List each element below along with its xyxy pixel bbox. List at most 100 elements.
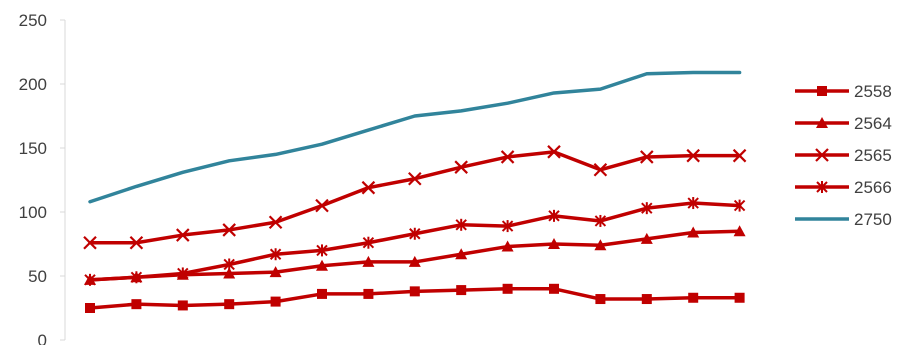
series-2565	[83, 145, 747, 250]
data-point-2566	[84, 273, 96, 286]
data-point-2565	[732, 148, 747, 163]
data-point-2558	[502, 283, 513, 294]
legend-item-2566: 2566	[795, 178, 892, 197]
legend-item-2558: 2558	[795, 82, 892, 101]
data-point-2565	[547, 145, 561, 159]
data-point-2565-stroke-b	[222, 223, 236, 237]
data-point-2564	[316, 259, 328, 271]
data-point-2565-stroke-b	[732, 148, 747, 163]
data-point-2558	[456, 285, 467, 296]
data-point-2565	[500, 150, 515, 164]
data-point-2565-stroke-b	[83, 235, 97, 250]
data-point-2558	[131, 299, 142, 310]
legend-marker	[815, 148, 829, 162]
data-point-2558	[317, 288, 327, 299]
legend-marker	[816, 181, 828, 193]
data-point-2565-stroke-b	[268, 215, 283, 230]
y-tick-label: 50	[28, 267, 47, 286]
data-point-2564	[501, 240, 514, 252]
series-2750	[88, 70, 742, 204]
data-point-2558	[409, 286, 420, 297]
data-point-2558	[85, 303, 95, 313]
data-point-2565	[454, 160, 468, 174]
data-point-2566	[733, 199, 746, 212]
series-2558	[85, 283, 745, 313]
data-point-2558	[549, 283, 559, 294]
data-point-2566	[455, 218, 467, 231]
data-point-2564	[548, 238, 560, 249]
data-point-2565-stroke-b	[500, 150, 515, 164]
data-point-2566	[594, 214, 607, 227]
data-point-2565-stroke-b	[408, 171, 422, 186]
legend-marker	[816, 117, 828, 128]
series-2566	[84, 197, 746, 286]
data-point-2558	[641, 294, 652, 305]
data-point-2565	[222, 223, 236, 237]
data-point-2558	[177, 300, 188, 311]
legend-label: 2565	[854, 146, 892, 165]
data-point-2566	[501, 220, 514, 233]
data-point-2565	[686, 148, 700, 163]
data-point-2558	[270, 296, 281, 307]
data-point-2565	[268, 215, 283, 230]
data-point-2558	[224, 299, 235, 310]
data-point-2566	[130, 271, 143, 284]
data-point-2566	[316, 244, 328, 257]
y-tick-label: 250	[19, 11, 47, 30]
data-point-2565-stroke-b	[361, 180, 376, 195]
data-point-2564	[594, 239, 607, 251]
y-tick-label: 100	[19, 203, 47, 222]
y-tick-label: 0	[38, 331, 47, 345]
legend-item-2564: 2564	[795, 114, 892, 133]
data-point-2564	[269, 266, 282, 278]
data-point-2566	[269, 248, 282, 261]
data-point-2565-stroke-b	[547, 145, 561, 159]
legend-marker-stroke-b	[815, 148, 829, 162]
y-tick-label: 200	[19, 75, 47, 94]
legend: 2558 2564 2565 2566 2750	[795, 82, 892, 229]
data-point-2565	[315, 198, 329, 213]
data-point-2565-stroke-b	[640, 150, 654, 164]
data-point-2558	[734, 292, 745, 303]
axis-layer: 0 50 100 150 200 250	[19, 11, 66, 345]
legend-label: 2566	[854, 178, 892, 197]
data-point-2566	[177, 267, 189, 280]
data-point-2566	[687, 197, 699, 210]
data-point-2564	[733, 225, 746, 237]
data-point-2564	[640, 232, 653, 244]
data-point-2566	[223, 258, 235, 271]
data-point-2566	[409, 227, 421, 240]
legend-label: 2558	[854, 82, 892, 101]
data-point-2564	[455, 248, 468, 260]
data-point-2565-stroke-b	[454, 160, 468, 174]
data-point-2564	[362, 255, 375, 267]
data-point-2558	[688, 292, 699, 303]
data-point-2558	[363, 288, 374, 299]
series-layer	[83, 70, 747, 313]
data-point-2558	[595, 294, 606, 305]
data-point-2565-stroke-b	[129, 235, 144, 250]
data-point-2566	[641, 202, 653, 215]
data-point-2564	[408, 255, 421, 267]
data-point-2565	[361, 180, 376, 195]
legend-marker	[817, 86, 827, 96]
data-point-2566	[548, 209, 560, 222]
data-point-2565-stroke-b	[686, 148, 700, 163]
data-point-2564	[223, 267, 236, 279]
legend-label: 2564	[854, 114, 892, 133]
data-point-2565-stroke-b	[593, 162, 608, 177]
data-point-2565	[176, 228, 190, 242]
data-point-2565	[408, 171, 422, 186]
legend-item-2565: 2565	[795, 146, 892, 165]
series-line-2750	[88, 70, 742, 204]
data-point-2565	[640, 150, 654, 164]
data-point-2565	[593, 162, 608, 177]
data-point-2565	[129, 235, 144, 250]
data-point-2565	[83, 235, 97, 250]
data-point-2566	[362, 236, 375, 249]
y-tick-label: 150	[19, 139, 47, 158]
data-point-2564	[687, 226, 700, 238]
data-point-2565-stroke-b	[176, 228, 190, 242]
legend-label: 2750	[854, 210, 892, 229]
